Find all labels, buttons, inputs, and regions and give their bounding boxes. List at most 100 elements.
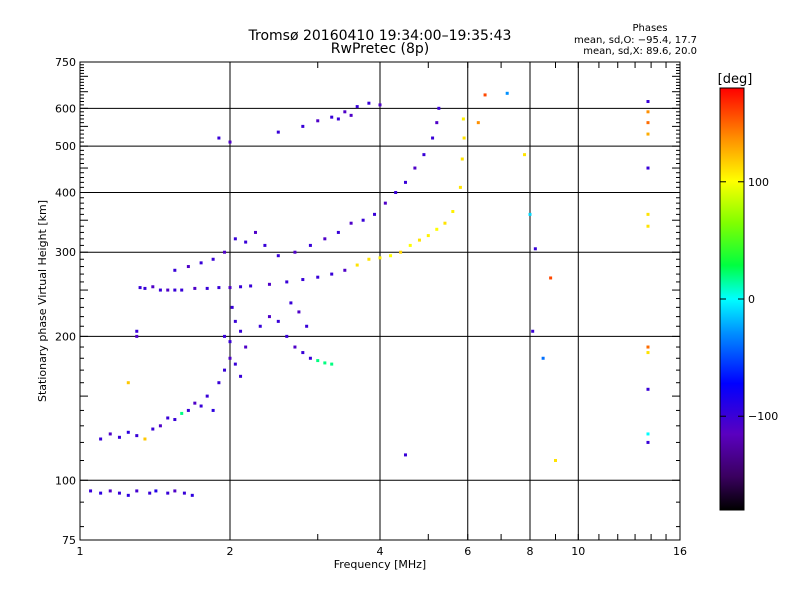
data-point [646, 440, 650, 444]
data-point [646, 110, 650, 114]
phases-heading: Phases [632, 23, 667, 34]
data-point [458, 185, 462, 189]
data-point [305, 324, 309, 328]
data-point [505, 91, 509, 95]
data-point [646, 100, 650, 104]
data-point [426, 234, 430, 238]
data-point [228, 286, 232, 290]
data-point [138, 286, 142, 290]
data-point [126, 493, 130, 497]
data-point [646, 345, 650, 349]
x-tick-label: 8 [527, 545, 534, 558]
data-point [158, 288, 162, 292]
data-point [233, 362, 237, 366]
data-point [239, 374, 243, 378]
data-point [460, 157, 464, 161]
data-point [173, 489, 177, 493]
data-point [211, 408, 215, 412]
data-point [217, 136, 221, 140]
data-point [301, 124, 305, 128]
data-point [293, 250, 297, 254]
y-tick-label: 200 [55, 330, 76, 343]
data-point [293, 345, 297, 349]
data-point [253, 230, 257, 234]
data-point [435, 121, 439, 125]
data-point [244, 240, 248, 244]
grid-lines [80, 62, 680, 540]
data-point [483, 93, 487, 97]
data-point [523, 153, 527, 157]
data-point [173, 418, 177, 422]
y-axis-label: Stationary phase Virtual Height [km] [36, 200, 49, 402]
chart-title: Tromsø 20160410 19:34:00–19:35:43 [248, 28, 512, 44]
data-point [330, 362, 334, 366]
data-point [263, 243, 267, 247]
x-axis-label: Frequency [MHz] [334, 558, 426, 571]
data-point [230, 305, 234, 309]
data-point [330, 115, 334, 119]
data-point [99, 491, 103, 495]
y-axis-ticks: 75 100 200 300 400 500 600 750 [55, 56, 680, 547]
data-point [301, 351, 305, 355]
data-point [308, 356, 312, 360]
data-point [646, 166, 650, 170]
data-point [126, 381, 130, 385]
data-point [349, 221, 353, 225]
colorbar-tick-label: −100 [748, 410, 778, 423]
data-point [316, 119, 320, 123]
data-point [289, 301, 293, 305]
data-point [89, 489, 93, 493]
data-point [148, 491, 152, 495]
data-point [190, 493, 194, 497]
data-point [476, 121, 480, 125]
data-point [199, 261, 203, 265]
data-point [182, 491, 186, 495]
data-point [166, 491, 170, 495]
data-point [276, 319, 280, 323]
data-point [355, 263, 359, 267]
data-point [323, 361, 327, 365]
data-point [217, 286, 221, 290]
data-point [435, 227, 439, 231]
data-point [417, 238, 421, 242]
data-point [239, 285, 243, 289]
data-point [166, 416, 170, 420]
data-point [297, 310, 301, 314]
data-point [117, 491, 121, 495]
data-point [199, 404, 203, 408]
data-point [413, 166, 417, 170]
data-point [276, 254, 280, 258]
data-point [193, 401, 197, 405]
data-point [285, 280, 289, 284]
data-point [223, 334, 227, 338]
y-tick-label: 750 [55, 56, 76, 69]
data-point [378, 103, 382, 107]
data-point [186, 265, 190, 269]
y-tick-label: 100 [55, 474, 76, 487]
data-point [211, 257, 215, 261]
data-point [541, 356, 545, 360]
data-point [180, 288, 184, 292]
data-point [316, 275, 320, 279]
data-point [173, 288, 177, 292]
data-point [223, 368, 227, 372]
data-point [343, 268, 347, 272]
data-point [117, 435, 121, 439]
data-point [249, 284, 253, 288]
data-point [173, 268, 177, 272]
data-point [394, 190, 398, 194]
data-point [389, 254, 393, 258]
data-point [233, 319, 237, 323]
colorbar-tick-label: 0 [748, 293, 755, 306]
data-point [553, 458, 557, 462]
data-point [355, 105, 359, 109]
data-point [646, 121, 650, 125]
data-point [646, 132, 650, 136]
data-point [267, 282, 271, 286]
phases-x-stats: mean, sd,X: 89.6, 20.0 [583, 46, 697, 57]
data-point [135, 329, 139, 333]
data-point [228, 356, 232, 360]
data-point [186, 408, 190, 412]
data-point [143, 437, 147, 441]
